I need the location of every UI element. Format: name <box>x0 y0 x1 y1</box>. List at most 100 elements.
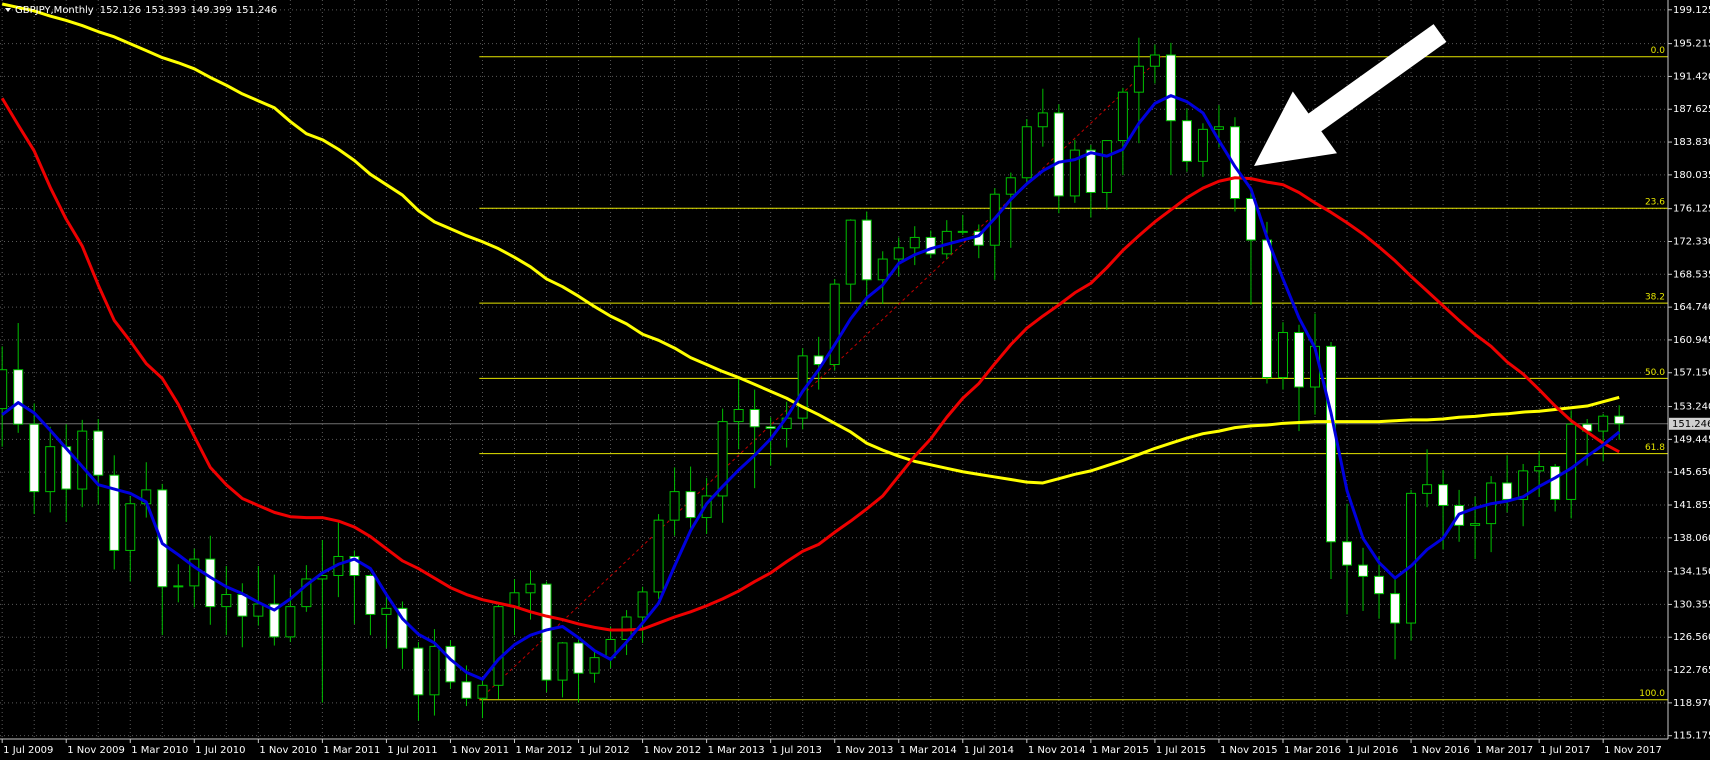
candle-body <box>1293 332 1304 388</box>
x-tick-label: 1 Nov 2013 <box>836 745 894 756</box>
candle-body <box>1229 126 1240 200</box>
header-low: 149.399 <box>190 5 231 16</box>
candle-body <box>109 474 120 551</box>
candle-body <box>1342 541 1353 566</box>
candle-body <box>269 603 280 638</box>
candle-body <box>493 606 504 686</box>
candle-body <box>1390 593 1401 624</box>
candle-body <box>1021 126 1032 179</box>
current-price-box <box>1669 417 1710 430</box>
candle-body <box>397 607 408 649</box>
candle-body <box>189 558 200 587</box>
menu-icon[interactable] <box>5 8 11 12</box>
candle-body <box>1550 466 1561 500</box>
candle-body <box>1149 54 1160 67</box>
candle-body <box>285 606 296 638</box>
y-tick-label: 191.420 <box>1673 71 1710 82</box>
y-tick-label: 195.215 <box>1673 39 1710 50</box>
candle-body <box>45 446 56 493</box>
candle-body <box>1326 345 1337 543</box>
candle-body <box>429 645 440 696</box>
candle-body <box>1037 112 1048 128</box>
candle-body <box>1614 415 1625 425</box>
x-tick-label: 1 Jul 2012 <box>580 745 630 756</box>
candle-body <box>749 408 760 428</box>
candle-body <box>29 423 40 493</box>
x-tick-label: 1 Jul 2011 <box>387 745 437 756</box>
moving-average-line <box>1 94 1621 681</box>
x-tick-label: 1 Nov 2010 <box>259 745 317 756</box>
y-tick-label: 164.740 <box>1673 302 1710 313</box>
candle-body <box>125 503 136 551</box>
candle-body <box>1374 575 1385 595</box>
candle-body <box>717 421 728 497</box>
candle-body <box>1534 466 1545 472</box>
candle-body <box>1422 484 1433 494</box>
candle-body <box>445 645 456 683</box>
candle-body <box>461 681 472 699</box>
fib-trendline <box>478 56 1162 701</box>
x-tick-label: 1 Jul 2014 <box>964 745 1014 756</box>
candle-body <box>1117 91 1128 142</box>
x-tick-label: 1 Mar 2017 <box>1476 745 1533 756</box>
candle-body <box>877 258 888 281</box>
candle-body <box>1358 564 1369 577</box>
header-open: 152.126 <box>100 5 141 16</box>
candle-body <box>1438 484 1449 506</box>
fib-level-label: 23.6 <box>1645 198 1665 208</box>
candle-body <box>1261 239 1272 378</box>
x-tick-label: 1 Mar 2011 <box>323 745 380 756</box>
header-close: 151.246 <box>236 5 277 16</box>
y-tick-label: 141.855 <box>1673 500 1710 511</box>
candle-body <box>829 283 840 366</box>
fib-level-label: 100.0 <box>1639 689 1665 699</box>
candle-body <box>1005 177 1016 195</box>
candle-body <box>1406 492 1417 624</box>
overlay-layer <box>0 2 1621 681</box>
candle-body <box>893 247 904 260</box>
x-tick-label: 1 Jul 2017 <box>1540 745 1590 756</box>
candle-body <box>349 555 360 576</box>
y-tick-label: 160.945 <box>1673 335 1710 346</box>
x-tick-label: 1 Nov 2011 <box>451 745 509 756</box>
candle-body <box>669 491 680 521</box>
candle-body <box>1181 120 1192 162</box>
fib-level-label: 61.8 <box>1645 443 1665 453</box>
candle-body <box>1277 332 1288 378</box>
candle-body <box>221 594 232 608</box>
candle-body <box>1165 54 1176 122</box>
y-tick-label: 187.625 <box>1673 104 1710 115</box>
y-tick-label: 199.125 <box>1673 5 1710 16</box>
candle-body <box>13 369 24 425</box>
x-tick-label: 1 Mar 2013 <box>708 745 765 756</box>
candle-body <box>957 230 968 233</box>
candle-body <box>685 491 696 519</box>
candle-body <box>253 603 264 617</box>
y-tick-label: 118.970 <box>1673 698 1710 709</box>
candle-body <box>381 607 392 615</box>
candle-body <box>1133 65 1144 93</box>
y-tick-label: 126.560 <box>1673 632 1710 643</box>
candle-body <box>301 578 312 608</box>
x-tick-label: 1 Mar 2015 <box>1092 745 1149 756</box>
current-price-label: 151.246 <box>1672 419 1710 430</box>
y-tick-label: 138.060 <box>1673 533 1710 544</box>
x-tick-label: 1 Nov 2009 <box>67 745 125 756</box>
candle-body <box>1197 128 1208 162</box>
y-tick-label: 134.150 <box>1673 567 1710 578</box>
moving-average-line <box>1 2 1620 485</box>
x-tick-label: 1 Jul 2010 <box>195 745 245 756</box>
moving-average-line <box>0 97 1620 632</box>
candle-body <box>93 430 104 476</box>
y-tick-label: 180.035 <box>1673 170 1710 181</box>
candle-body <box>1598 415 1609 432</box>
candle-body <box>1213 126 1224 130</box>
y-tick-label: 115.175 <box>1673 731 1710 742</box>
candle-body <box>861 219 872 281</box>
candle-body <box>237 594 248 617</box>
candle-body <box>701 495 712 519</box>
candle-body <box>1245 198 1256 241</box>
fib-level-label: 50.0 <box>1645 368 1665 378</box>
x-tick-label: 1 Jul 2016 <box>1348 745 1398 756</box>
